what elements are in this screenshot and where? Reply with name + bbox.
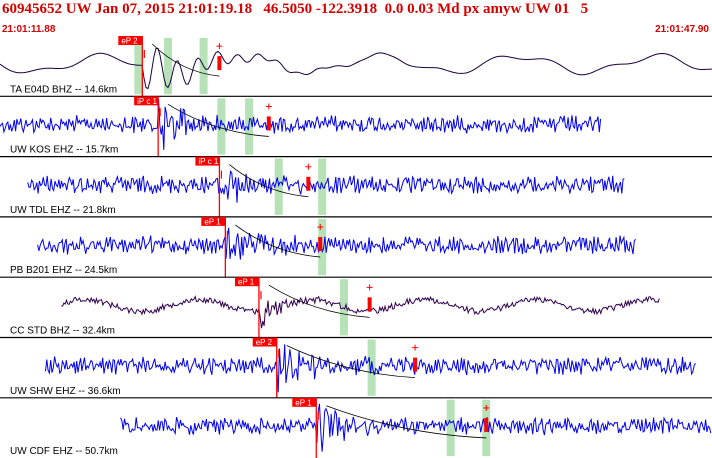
pick-label-box (292, 397, 317, 407)
pick-label: eP 2 (256, 338, 273, 347)
pick-label-box (118, 36, 143, 45)
window-band (274, 158, 283, 215)
coda-curve (235, 224, 321, 258)
pick-marker: iP c 1 (134, 96, 161, 117)
amplitude-bar (217, 56, 222, 71)
amplitude-bar (367, 297, 372, 312)
pick-label: eP 2 (121, 37, 138, 46)
pick-label: eP 1 (238, 278, 255, 287)
pick-marker: eP 1 (201, 216, 228, 239)
waveform (37, 227, 636, 260)
station-label: CC STD BHZ -- 32.4km (10, 326, 115, 337)
window-band (339, 279, 348, 336)
start-time-label: 21:01:11.88 (2, 24, 56, 35)
amplitude-bar (306, 176, 311, 191)
pick-label-box (234, 277, 259, 287)
pick-marker: iP c 1 (195, 156, 223, 179)
coda-curve (152, 43, 220, 77)
pick-label: iP c 1 (137, 97, 157, 106)
amplitude-bar (318, 237, 323, 252)
waveform (27, 170, 625, 203)
station-label: UW CDF EHZ -- 50.7km (10, 446, 118, 457)
coda-curve (167, 103, 269, 137)
pick-label: eP 1 (295, 398, 312, 407)
pick-marker: eP 2 (118, 36, 145, 58)
seismogram-plot: eP 2 TA E04D BHZ -- 14.6km iP c 1 UW KOS EH… (0, 36, 712, 458)
trace-4: eP 1 CC STD BHZ -- 32.4km (0, 277, 712, 339)
pick-marker: eP 2 (252, 337, 280, 358)
amplitude-bar (266, 116, 271, 131)
trace-3: eP 1 PB B201 EHZ -- 24.5km (0, 216, 712, 278)
amplitude-marker (483, 404, 490, 432)
pick-label-box (252, 337, 277, 347)
waveform (61, 295, 660, 329)
trace-6: eP 1 UW CDF EHZ -- 50.7km (10, 397, 712, 458)
window-band (164, 38, 173, 95)
end-time-label: 21:01:47.90 (655, 24, 709, 35)
pick-marker: eP 1 (292, 397, 319, 420)
station-label: TA E04D BHZ -- 14.6km (10, 84, 117, 95)
amplitude-marker (366, 284, 373, 312)
window-band (134, 38, 143, 95)
station-label: PB B201 EHZ -- 24.5km (10, 265, 117, 276)
coda-curve (268, 284, 370, 318)
station-label: UW SHW EHZ -- 36.6km (10, 386, 121, 397)
pick-marker: eP 1 (234, 277, 262, 300)
trace-0: eP 2 TA E04D BHZ -- 14.6km (0, 36, 712, 97)
pick-label-box (195, 156, 220, 166)
station-label: UW KOS EHZ -- 15.7km (10, 145, 118, 156)
window-band (217, 98, 226, 155)
trace-2: iP c 1 UW TDL EHZ -- 21.8km (0, 156, 712, 218)
amplitude-marker (265, 103, 272, 131)
waveform (0, 47, 712, 90)
amplitude-marker (412, 344, 419, 372)
waveform (0, 99, 602, 150)
pick-label-box (134, 96, 159, 106)
coda-curve (286, 345, 416, 379)
trace-5: eP 2 UW SHW EHZ -- 36.6km (0, 337, 712, 399)
pick-label: iP c 1 (198, 157, 218, 166)
amplitude-bar (484, 417, 489, 432)
amplitude-bar (413, 357, 418, 372)
amplitude-marker (216, 43, 223, 71)
window-band (318, 158, 327, 215)
pick-label-box (201, 216, 226, 226)
amplitude-marker (305, 163, 312, 191)
pick-label: eP 1 (204, 217, 221, 226)
station-label: UW TDL EHZ -- 21.8km (10, 205, 116, 216)
coda-curve (326, 405, 487, 439)
window-band (446, 399, 455, 457)
coda-curve (229, 164, 309, 198)
trace-1: iP c 1 UW KOS EHZ -- 15.7km (0, 96, 712, 158)
waveform (45, 344, 696, 393)
waveform (120, 403, 712, 452)
amplitude-marker (317, 224, 324, 252)
event-title: 60945652 UW Jan 07, 2015 21:01:19.18 46.… (2, 1, 589, 17)
